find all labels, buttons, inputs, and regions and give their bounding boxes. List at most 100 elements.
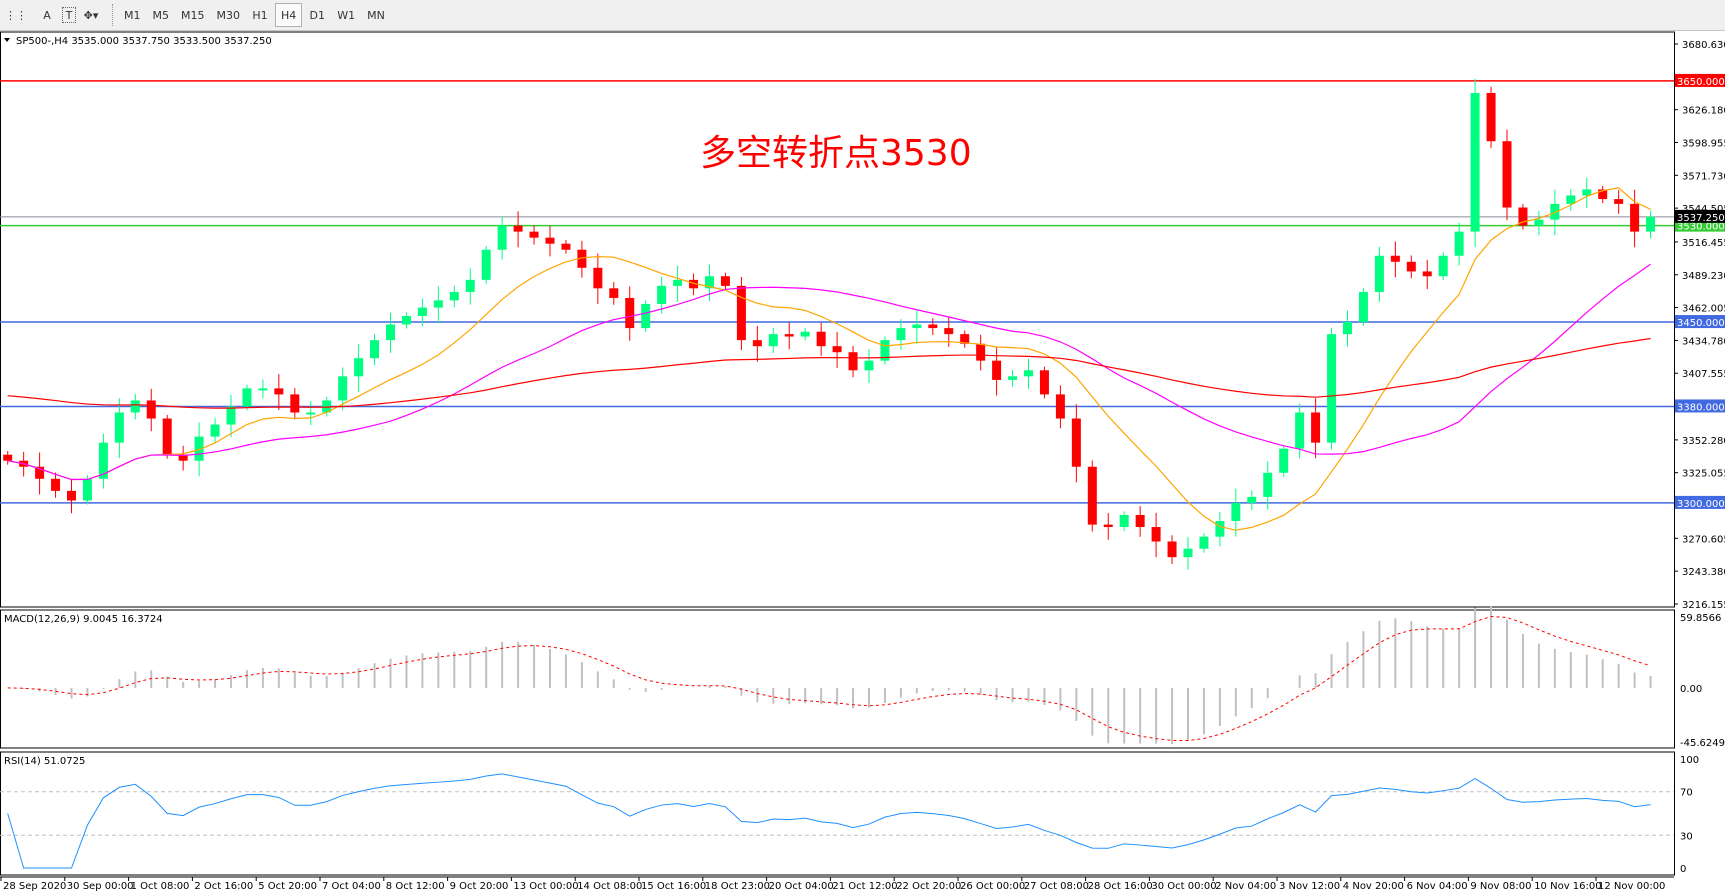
candle-body (417, 307, 427, 317)
macd-signal-line (7, 615, 1651, 742)
timeframe-w1[interactable]: W1 (337, 8, 356, 22)
candle-body (880, 340, 890, 361)
time-label: 26 Oct 00:00 (960, 881, 1025, 892)
candle-body (354, 358, 364, 377)
candle-body (1263, 472, 1273, 497)
candle-body (338, 376, 348, 401)
time-label: 30 Sep 00:00 (67, 881, 134, 892)
candle-body (1550, 203, 1560, 220)
candle-body (178, 454, 188, 461)
time-label: 9 Oct 20:00 (450, 881, 509, 892)
timeframe-mn[interactable]: MN (367, 8, 385, 22)
timeframe-m15[interactable]: M15 (181, 8, 205, 22)
toolbar: ⋮⋮ A T ✥ ▾ M1 M5 M15 M30 H1 H4 D1 W1 MN (0, 0, 1725, 31)
macd-tick-label: 0.00 (1680, 684, 1702, 695)
grid-f-icon[interactable]: ⋮⋮ (5, 8, 27, 22)
candle-body (226, 406, 236, 425)
candle-body (1374, 255, 1384, 292)
price-tick-label: 3680.630 (1682, 40, 1725, 51)
candle-body (481, 249, 491, 280)
candle-body (1055, 394, 1065, 419)
candle-body (497, 225, 507, 250)
rsi-tick-label: 100 (1680, 755, 1699, 766)
time-label: 14 Oct 08:00 (577, 881, 642, 892)
macd-label: MACD(12,26,9) 9.0045 16.3724 (4, 614, 163, 625)
timeframe-d1[interactable]: D1 (309, 8, 326, 22)
candle-body (561, 243, 571, 250)
level-label: 3450.000 (1677, 318, 1725, 329)
time-label: 15 Oct 16:00 (641, 881, 706, 892)
candle-body (1470, 92, 1480, 232)
time-label: 9 Nov 08:00 (1470, 881, 1531, 892)
candle-body (1502, 141, 1512, 208)
candle-body (752, 340, 762, 347)
shapes-dropdown-icon[interactable]: ✥ ▾ (83, 8, 99, 22)
text-a-icon[interactable]: A (43, 8, 51, 22)
time-label: 3 Nov 12:00 (1279, 881, 1340, 892)
candle-body (449, 291, 459, 301)
level-label: 3530.000 (1677, 222, 1725, 233)
candle-body (1071, 418, 1081, 467)
candle-body (1630, 203, 1640, 232)
time-label: 8 Oct 12:00 (386, 881, 445, 892)
time-label: 10 Nov 16:00 (1534, 881, 1601, 892)
level-label-bg (1675, 399, 1725, 413)
timeframe-h4[interactable]: H4 (275, 3, 303, 27)
time-label: 27 Oct 08:00 (1024, 881, 1089, 892)
candle-body (1390, 255, 1400, 262)
rsi-tick-label: 70 (1680, 788, 1693, 799)
candle-body (1039, 370, 1049, 395)
time-label: 5 Oct 20:00 (258, 881, 317, 892)
timeframe-h1[interactable]: H1 (252, 8, 268, 22)
level-label: 3380.000 (1677, 402, 1725, 413)
candle-body (1566, 195, 1576, 204)
candle-body (689, 279, 699, 289)
candle-body (82, 478, 92, 501)
candle-body (1422, 271, 1432, 277)
time-label: 30 Oct 00:00 (1151, 881, 1216, 892)
current-price-bg (1675, 209, 1725, 223)
candle-body (1518, 207, 1528, 226)
candle-body (784, 334, 794, 337)
moving-average-line (7, 263, 1651, 481)
candle-body (274, 388, 284, 395)
candle-body (736, 285, 746, 341)
text-box-icon[interactable]: T (62, 7, 76, 23)
timeframe-m30[interactable]: M30 (216, 8, 241, 22)
candle-body (258, 388, 268, 391)
macd-tick-label: -45.6249 (1680, 738, 1725, 749)
time-label: 13 Oct 00:00 (513, 881, 578, 892)
candle-body (322, 400, 332, 413)
candle-body (3, 454, 13, 461)
candle-body (1008, 376, 1018, 380)
time-label: 28 Oct 16:00 (1088, 881, 1153, 892)
timeframe-m1[interactable]: M1 (124, 8, 141, 22)
candle-body (593, 267, 603, 289)
level-label: 3300.000 (1677, 499, 1725, 510)
candle-body (705, 276, 714, 289)
candle-body (545, 237, 555, 244)
candle-body (720, 276, 730, 286)
candle-body (912, 324, 922, 329)
panel-main (0, 31, 1675, 608)
rsi-tick-label: 0 (1680, 864, 1686, 875)
candle-body (433, 300, 443, 308)
timeframe-m5[interactable]: M5 (152, 8, 170, 22)
candle-body (306, 412, 316, 415)
candle-body (51, 478, 61, 491)
timeframe-group: M1 M5 M15 M30 H1 H4 D1 W1 MN (119, 3, 392, 27)
symbol-label: SP500-,H4 3535.000 3537.750 3533.500 353… (16, 36, 272, 47)
candle-body (657, 285, 667, 304)
price-tick-label: 3243.380 (1682, 567, 1725, 578)
candle-body (1167, 541, 1177, 558)
price-tick-label: 3270.605 (1682, 534, 1725, 545)
level-label-bg (1675, 495, 1725, 509)
candle-body (35, 466, 45, 479)
candle-body (609, 288, 619, 298)
candle-body (1279, 448, 1289, 473)
time-label: 12 Nov 00:00 (1598, 881, 1665, 892)
candle-body (832, 346, 842, 353)
candle-body (1311, 412, 1321, 443)
candle-body (1646, 216, 1656, 232)
